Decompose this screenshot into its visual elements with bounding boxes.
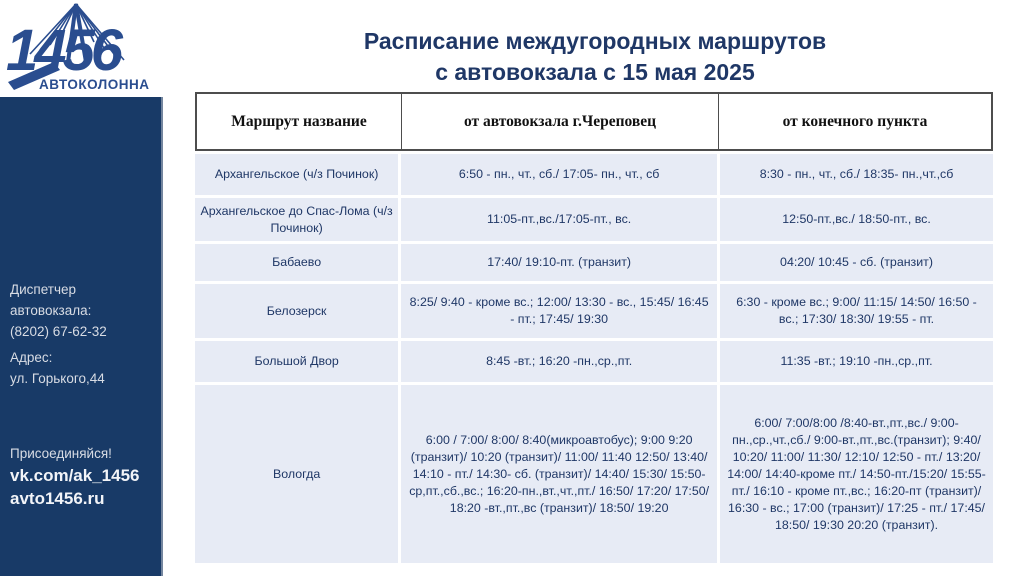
vk-link: vk.com/ak_1456 [10,466,140,485]
company-logo: 1456 АВТОКОЛОННА [2,0,174,96]
table-row: Большой Двор 8:45 -вт.; 16:20 -пн.,ср.,п… [195,341,993,382]
route-name-cell: Вологда [195,385,399,563]
bridge-logo-icon: 1456 АВТОКОЛОННА [6,3,150,92]
table-row: Архангельское до Спас-Лома (ч/з Починок)… [195,198,993,241]
table-header-row: Маршрут название от автовокзала г.Черепо… [195,92,993,151]
header-from-destination: от конечного пункта [718,94,991,149]
route-name-cell: Архангельское до Спас-Лома (ч/з Починок) [195,198,399,241]
from-station-cell: 8:25/ 9:40 - кроме вс.; 12:00/ 13:30 - в… [401,284,718,338]
dispatcher-label-line1: Диспетчер [10,282,77,297]
from-station-cell: 6:50 - пн., чт., сб./ 17:05- пн., чт., с… [401,154,718,195]
from-destination-cell: 6:30 - кроме вс.; 9:00/ 11:15/ 14:50/ 16… [720,284,993,338]
table-row: Бабаево 17:40/ 19:10-пт. (транзит) 04:20… [195,244,993,281]
from-station-cell: 6:00 / 7:00/ 8:00/ 8:40(микроавтобус); 9… [401,385,718,563]
page-title-line2: с автовокзала с 15 мая 2025 [435,59,755,85]
from-destination-cell: 6:00/ 7:00/8:00 /8:40-вт.,пт.,вс./ 9:00-… [720,385,993,563]
schedule-table: Маршрут название от автовокзала г.Черепо… [195,92,993,563]
address-value: ул. Горького,44 [10,371,105,386]
sidebar: Диспетчер автовокзала: (8202) 67-62-32 А… [0,97,163,576]
dispatcher-label-line2: автовокзала: [10,303,92,318]
station-address: Адрес: ул. Горького,44 [10,347,105,389]
header-route-name: Маршрут название [231,112,367,130]
join-label: Присоединяйся! [10,446,112,461]
from-destination-cell: 8:30 - пн., чт., сб./ 18:35- пн.,чт.,сб [720,154,993,195]
from-destination-cell: 12:50-пт.,вс./ 18:50-пт., вс. [720,198,993,241]
header-from-station: от автовокзала г.Череповец [401,94,718,149]
table-row: Вологда 6:00 / 7:00/ 8:00/ 8:40(микроавт… [195,385,993,563]
table-row: Белозерск 8:25/ 9:40 - кроме вс.; 12:00/… [195,284,993,338]
from-station-cell: 8:45 -вт.; 16:20 -пн.,ср.,пт. [401,341,718,382]
from-station-cell: 11:05-пт.,вс./17:05-пт., вс. [401,198,718,241]
address-label: Адрес: [10,350,53,365]
from-station-cell: 17:40/ 19:10-пт. (транзит) [401,244,718,281]
social-links: Присоединяйся! vk.com/ak_1456 avto1456.r… [10,443,140,510]
logo-company-name: АВТОКОЛОННА [39,77,150,92]
logo-number: 1456 [6,18,124,83]
dispatcher-contact: Диспетчер автовокзала: (8202) 67-62-32 [10,279,107,342]
website-link: avto1456.ru [10,489,105,508]
from-destination-cell: 04:20/ 10:45 - сб. (транзит) [720,244,993,281]
route-name-cell: Большой Двор [195,341,399,382]
logo-swoosh [8,62,60,90]
route-name-cell: Бабаево [195,244,399,281]
page-title-line1: Расписание междугородных маршрутов [363,28,827,54]
table-row: Архангельское (ч/з Починок) 6:50 - пн., … [195,154,993,195]
dispatcher-phone: (8202) 67-62-32 [10,324,107,339]
page-title: Расписание междугородных маршрутов с авт… [178,26,1012,88]
route-name-cell: Архангельское (ч/з Починок) [195,154,399,195]
route-name-cell: Белозерск [195,284,399,338]
from-destination-cell: 11:35 -вт.; 19:10 -пн.,ср.,пт. [720,341,993,382]
